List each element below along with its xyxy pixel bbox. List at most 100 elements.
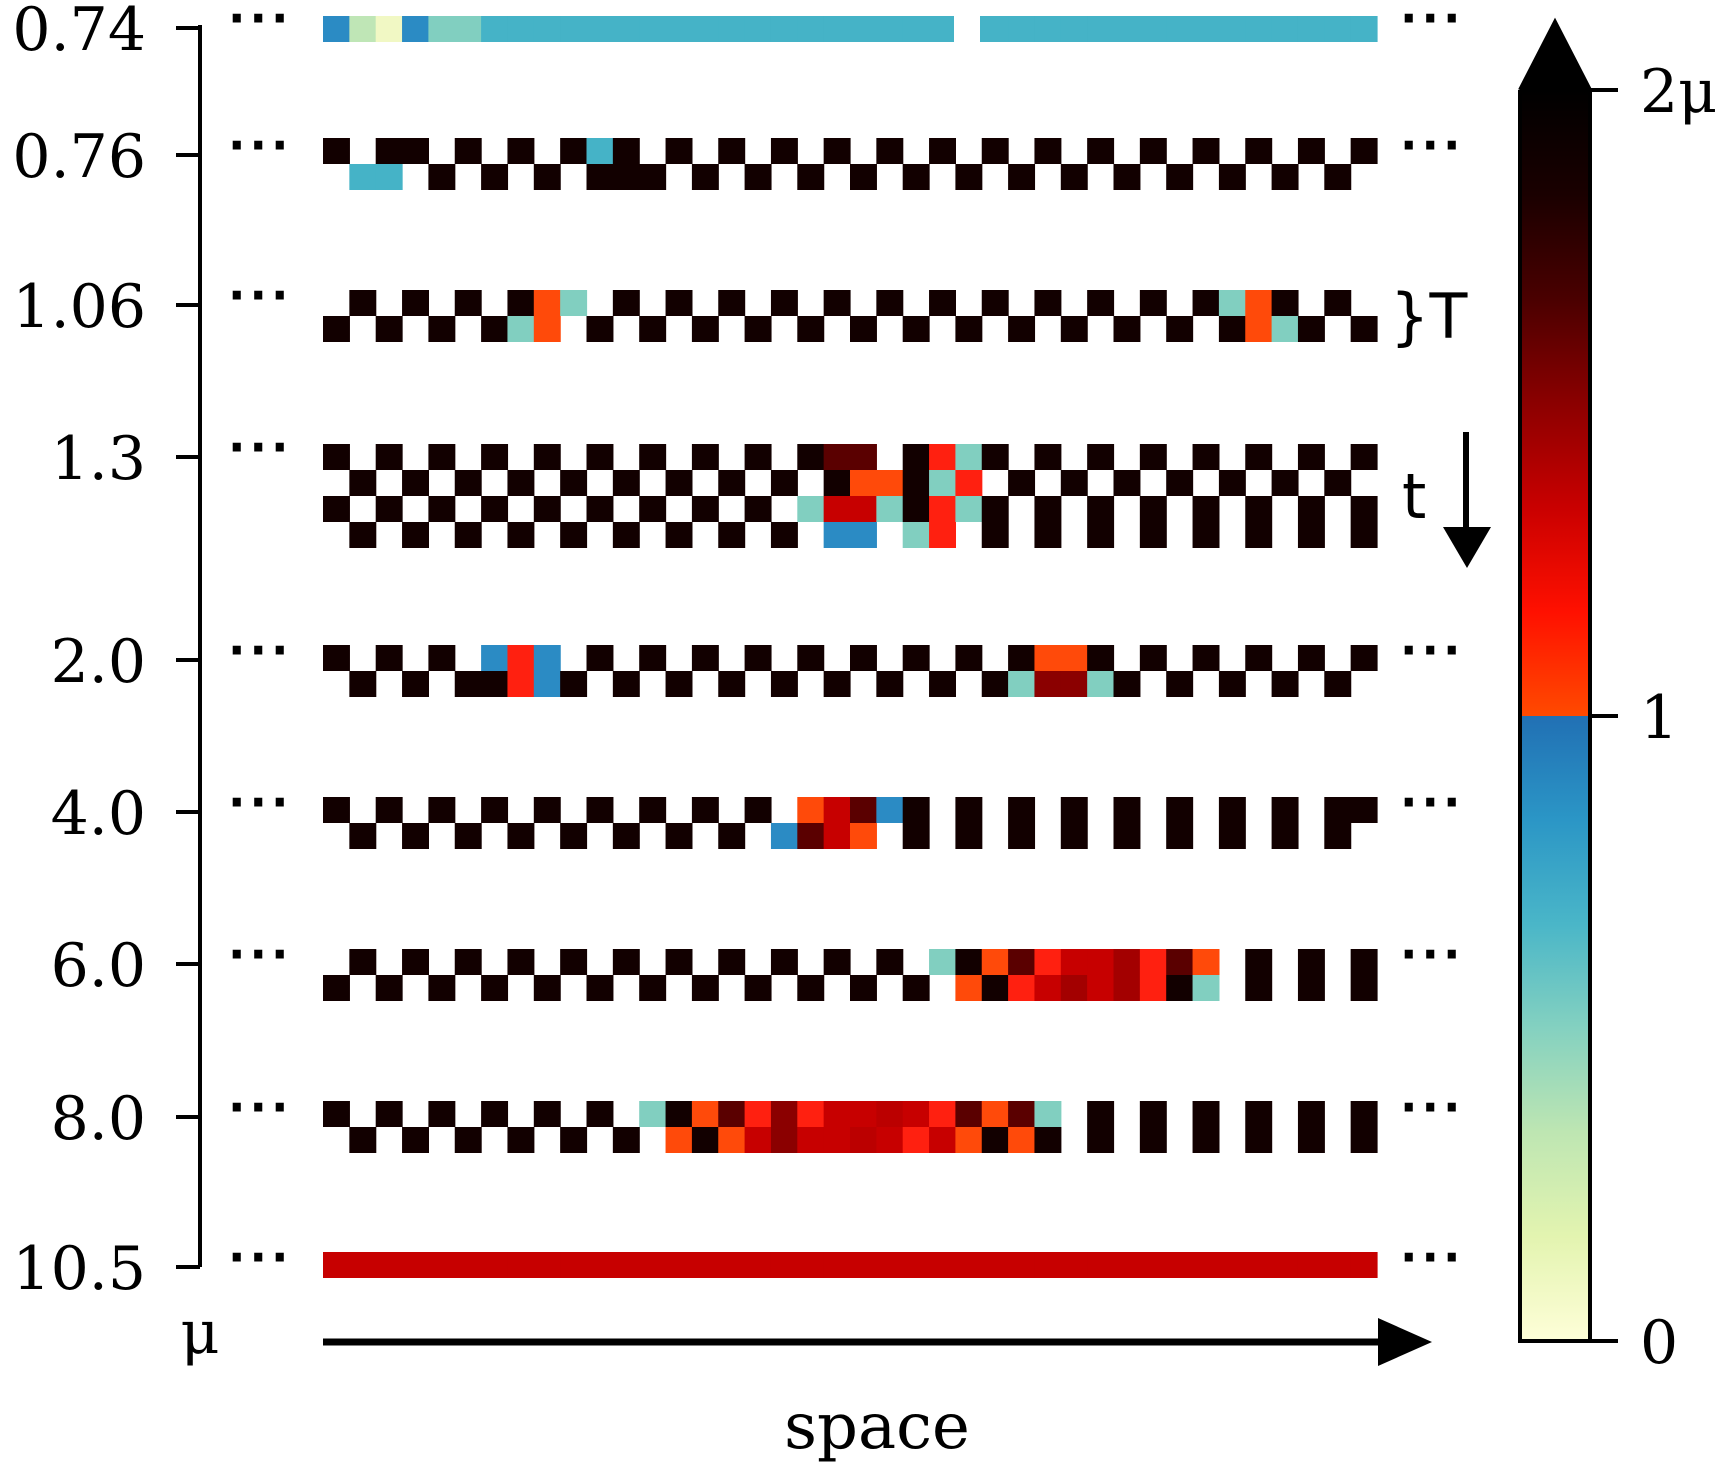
space-arrow-head <box>1378 1318 1432 1366</box>
heatmap-cell <box>1271 16 1299 42</box>
heatmap-cell <box>1166 671 1194 697</box>
heatmap-cell <box>1087 290 1115 316</box>
heatmap-cell <box>639 316 667 342</box>
heatmap-cell <box>691 164 719 190</box>
heatmap-cell <box>1192 645 1220 671</box>
heatmap-cell <box>323 138 350 164</box>
heatmap-cell <box>1324 797 1352 823</box>
heatmap-cell <box>454 823 482 849</box>
heatmap-cell <box>1324 1252 1352 1278</box>
heatmap-rows: ··· ··· ··· ··· ··· ··· ··· ··· ··· ··· ··· ··· ··· ·… <box>228 0 1464 1284</box>
heatmap-cell <box>533 797 561 823</box>
y-tick-label-6: 6.0 <box>51 931 146 1001</box>
heatmap-cell <box>612 138 640 164</box>
heatmap-cell <box>744 645 772 671</box>
y-axis-label: μ <box>181 1298 220 1368</box>
heatmap-cell <box>1218 16 1246 42</box>
heatmap-cell <box>665 138 693 164</box>
colorbar-tick-1: 1 <box>1590 683 1678 753</box>
heatmap-cell <box>929 470 956 496</box>
heatmap-cell <box>955 316 983 342</box>
heatmap-cell <box>1060 671 1088 697</box>
heatmap-cell <box>955 823 983 849</box>
heatmap-cell <box>1034 1252 1062 1278</box>
heatmap-cell <box>770 138 798 164</box>
heatmap-cell <box>586 16 614 42</box>
heatmap-cell <box>560 290 588 316</box>
heatmap-cell <box>375 797 403 823</box>
heatmap-cell <box>1324 823 1352 849</box>
heatmap-cell <box>876 1127 904 1153</box>
heatmap-cell <box>902 522 930 548</box>
heatmap-cell <box>402 522 429 548</box>
heatmap-cell <box>454 470 482 496</box>
heatmap-cell <box>823 290 851 316</box>
heatmap-cell <box>823 496 851 522</box>
heatmap-cell <box>902 496 930 522</box>
heatmap-cell <box>823 1252 851 1278</box>
heatmap-cell <box>375 164 403 190</box>
heatmap-cell <box>1034 671 1062 697</box>
heatmap-cell <box>823 949 851 975</box>
heatmap-cell <box>665 470 693 496</box>
heatmap-row-0.76 <box>323 138 1378 190</box>
heatmap-cell <box>955 470 983 496</box>
heatmap-cell <box>1324 16 1352 42</box>
heatmap-cell <box>823 1101 851 1127</box>
heatmap-cell <box>1060 470 1088 496</box>
heatmap-cell <box>770 522 798 548</box>
heatmap-cell <box>1166 975 1194 1001</box>
ellipsis-right-6: ··· <box>1400 927 1464 981</box>
heatmap-cell <box>507 645 535 671</box>
heatmap-cell <box>1192 949 1220 975</box>
heatmap-cell <box>481 671 509 697</box>
y-tick-label-7: 8.0 <box>51 1084 146 1154</box>
heatmap-cell <box>1324 164 1352 190</box>
heatmap-cell <box>1113 671 1141 697</box>
ellipsis-left-4: ··· <box>228 623 292 677</box>
heatmap-cell <box>375 975 403 1001</box>
heatmap-cell <box>718 522 746 548</box>
heatmap-cell <box>1192 444 1220 470</box>
ellipsis-right-4: ··· <box>1400 623 1464 677</box>
heatmap-cell <box>1192 1127 1220 1153</box>
heatmap-cell <box>349 16 377 42</box>
ellipsis-left-7: ··· <box>228 1080 292 1134</box>
heatmap-cell <box>507 316 535 342</box>
heatmap-cell <box>323 797 350 823</box>
heatmap-cell <box>1087 496 1115 522</box>
heatmap-cell <box>323 16 350 42</box>
heatmap-cell <box>1350 1101 1378 1127</box>
y-tick-label-8: 10.5 <box>12 1234 146 1304</box>
heatmap-cell <box>955 949 983 975</box>
heatmap-cell <box>1245 16 1273 42</box>
heatmap-cell <box>929 16 956 42</box>
heatmap-cell <box>850 470 877 496</box>
heatmap-cell <box>1139 522 1167 548</box>
heatmap-cell <box>612 949 640 975</box>
heatmap-cell <box>1034 138 1062 164</box>
heatmap-cell <box>402 949 429 975</box>
heatmap-cell <box>1139 444 1167 470</box>
heatmap-cell <box>454 16 482 42</box>
heatmap-cell <box>1060 16 1088 42</box>
heatmap-cell <box>1034 16 1062 42</box>
heatmap-cell <box>797 1101 825 1127</box>
heatmap-cell <box>1271 316 1299 342</box>
heatmap-cell <box>1060 164 1088 190</box>
heatmap-cell <box>1192 496 1220 522</box>
heatmap-cell <box>929 290 956 316</box>
ellipsis-left-1: ··· <box>228 118 292 172</box>
x-axis-label: space <box>784 1390 970 1464</box>
heatmap-cell <box>902 975 930 1001</box>
heatmap-cell <box>691 444 719 470</box>
heatmap-cell <box>1297 444 1325 470</box>
heatmap-cell <box>1113 797 1141 823</box>
heatmap-cell <box>1297 1127 1325 1153</box>
heatmap-cell <box>770 823 798 849</box>
heatmap-cell <box>770 1252 798 1278</box>
heatmap-cell <box>1192 290 1220 316</box>
heatmap-cell <box>428 316 456 342</box>
heatmap-cell <box>612 1252 640 1278</box>
heatmap-cell <box>1350 1127 1378 1153</box>
